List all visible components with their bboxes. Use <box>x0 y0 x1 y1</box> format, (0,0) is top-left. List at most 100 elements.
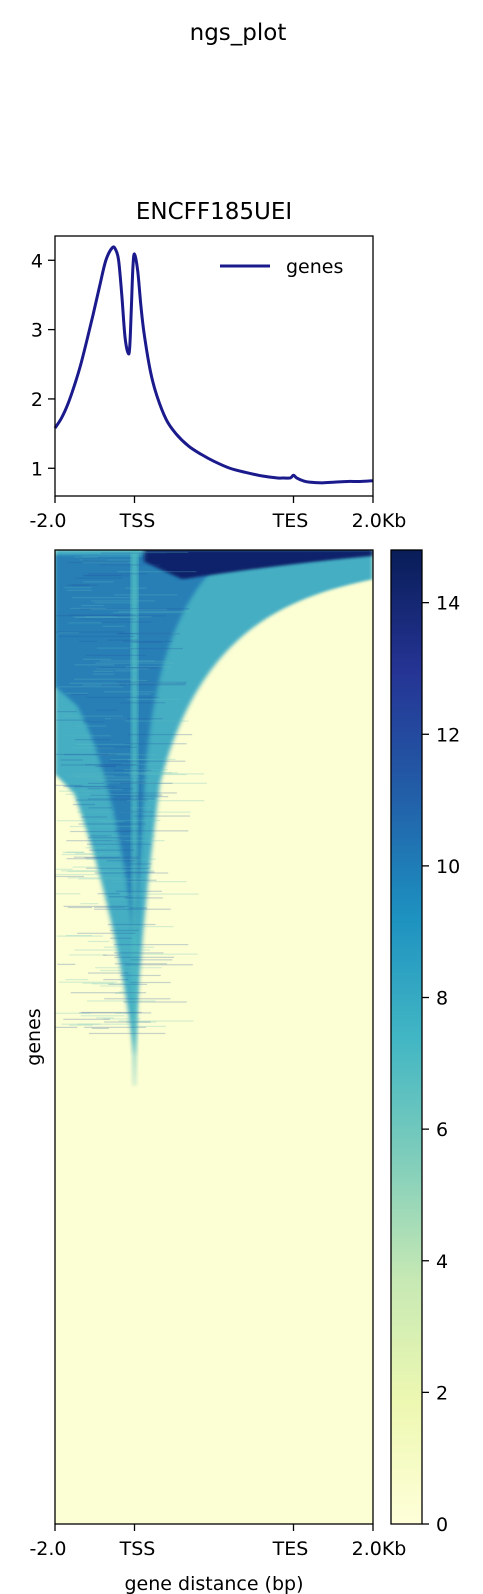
heatmap-row <box>80 903 99 905</box>
heatmap-row <box>95 765 117 768</box>
heatmap-row <box>96 647 133 649</box>
heatmap-row <box>58 635 135 638</box>
heatmap-row <box>74 786 117 788</box>
heatmap-row <box>123 640 173 643</box>
heatmap-row <box>57 632 80 634</box>
heatmap-x-label: gene distance (bp) <box>124 1573 303 1594</box>
heatmap-row <box>71 693 88 696</box>
heatmap-row <box>104 998 171 1000</box>
heatmap-row <box>94 602 138 604</box>
heatmap-row <box>130 981 171 984</box>
heatmap-row <box>72 866 152 868</box>
heatmap-row <box>87 837 122 839</box>
x-tick-label: 2.0Kb <box>352 1538 407 1560</box>
heatmap-row <box>86 867 150 869</box>
heatmap-row <box>95 709 117 711</box>
heatmap-row <box>119 702 166 704</box>
heatmap-row <box>97 893 120 895</box>
colorbar-axis: 0 2 4 6 8 10 12 14 <box>422 593 460 1536</box>
heatmap-row <box>77 811 116 813</box>
profile-title: ENCFF185UEI <box>136 199 292 225</box>
heatmap-row <box>90 835 112 837</box>
profile-x-axis: -2.0 TSS TES 2.0Kb <box>29 496 406 532</box>
heatmap-row <box>93 550 139 552</box>
heatmap-row <box>113 769 152 772</box>
heatmap-row <box>94 906 125 908</box>
heatmap-row <box>81 816 107 818</box>
heatmap-row <box>121 811 191 813</box>
profile-frame <box>54 235 374 497</box>
heatmap-row <box>105 899 139 901</box>
heatmap-row <box>82 574 121 577</box>
heatmap-row <box>55 1012 92 1014</box>
heatmap-row <box>124 772 178 774</box>
heatmap-row <box>120 893 199 895</box>
heatmap-row <box>133 1025 166 1028</box>
heatmap-row <box>124 743 187 745</box>
heatmap-row <box>78 618 136 620</box>
heatmap-row <box>64 692 89 694</box>
heatmap-row <box>82 559 108 561</box>
heatmap-row <box>84 764 136 766</box>
heatmap-row <box>92 673 115 675</box>
heatmap-row <box>77 1023 101 1025</box>
heatmap-row <box>99 564 161 566</box>
heatmap-row <box>87 798 155 800</box>
colorbar-tick-label: 14 <box>436 593 460 615</box>
heatmap-row <box>79 559 135 561</box>
heatmap-row <box>70 992 146 994</box>
heatmap-row <box>110 758 176 761</box>
heatmap-row <box>115 681 187 683</box>
heatmap-row <box>114 956 174 958</box>
heatmap-row <box>72 584 99 586</box>
heatmap-row <box>113 943 189 946</box>
heatmap-row <box>129 863 152 865</box>
heatmap-row <box>86 858 156 860</box>
profile-legend: genes <box>220 256 343 278</box>
heatmap-row <box>132 551 189 554</box>
heatmap-row <box>107 835 155 837</box>
heatmap-row <box>88 1032 166 1035</box>
heatmap-row <box>127 698 182 700</box>
heatmap-row <box>84 857 120 859</box>
heatmap-row <box>123 1001 187 1003</box>
heatmap-row <box>83 684 120 686</box>
colorbar-tick-label: 2 <box>436 1382 448 1404</box>
heatmap-row <box>110 937 133 939</box>
x-tick-label: 2.0Kb <box>352 510 407 532</box>
heatmap-row <box>91 1027 109 1029</box>
heatmap-row <box>98 754 158 756</box>
heatmap-row <box>103 979 129 981</box>
heatmap-row <box>74 725 107 727</box>
heatmap-row <box>101 621 152 623</box>
heatmap-row <box>91 983 132 985</box>
heatmap-row <box>57 710 77 713</box>
heatmap-row <box>56 820 94 822</box>
heatmap-row <box>90 778 131 780</box>
heatmap-row <box>110 792 177 794</box>
heatmap-row <box>120 974 161 977</box>
heatmap-row <box>56 893 81 895</box>
heatmap-row <box>74 664 115 666</box>
heatmap-row <box>67 775 115 777</box>
heatmap-row <box>124 897 163 899</box>
y-tick-label: 1 <box>31 458 43 480</box>
heatmap-row <box>88 807 113 809</box>
x-tick-label: -2.0 <box>29 1538 66 1560</box>
heatmap-row <box>79 608 123 610</box>
heatmap-row <box>60 759 83 761</box>
heatmap-x-axis: -2.0 TSS TES 2.0Kb <box>29 1524 406 1560</box>
x-tick-label: TSS <box>119 1538 156 1560</box>
heatmap-row <box>124 720 189 722</box>
heatmap-row <box>133 953 198 955</box>
heatmap-row <box>62 735 112 737</box>
heatmap-row <box>118 632 171 635</box>
x-tick-label: TES <box>272 1538 309 1560</box>
heatmap-row <box>73 856 139 858</box>
heatmap-frame <box>54 549 374 1525</box>
heatmap-row <box>74 776 141 778</box>
heatmap-row <box>114 952 164 954</box>
heatmap-row <box>72 803 96 806</box>
heatmap-row <box>69 825 139 828</box>
heatmap-row <box>72 747 114 749</box>
